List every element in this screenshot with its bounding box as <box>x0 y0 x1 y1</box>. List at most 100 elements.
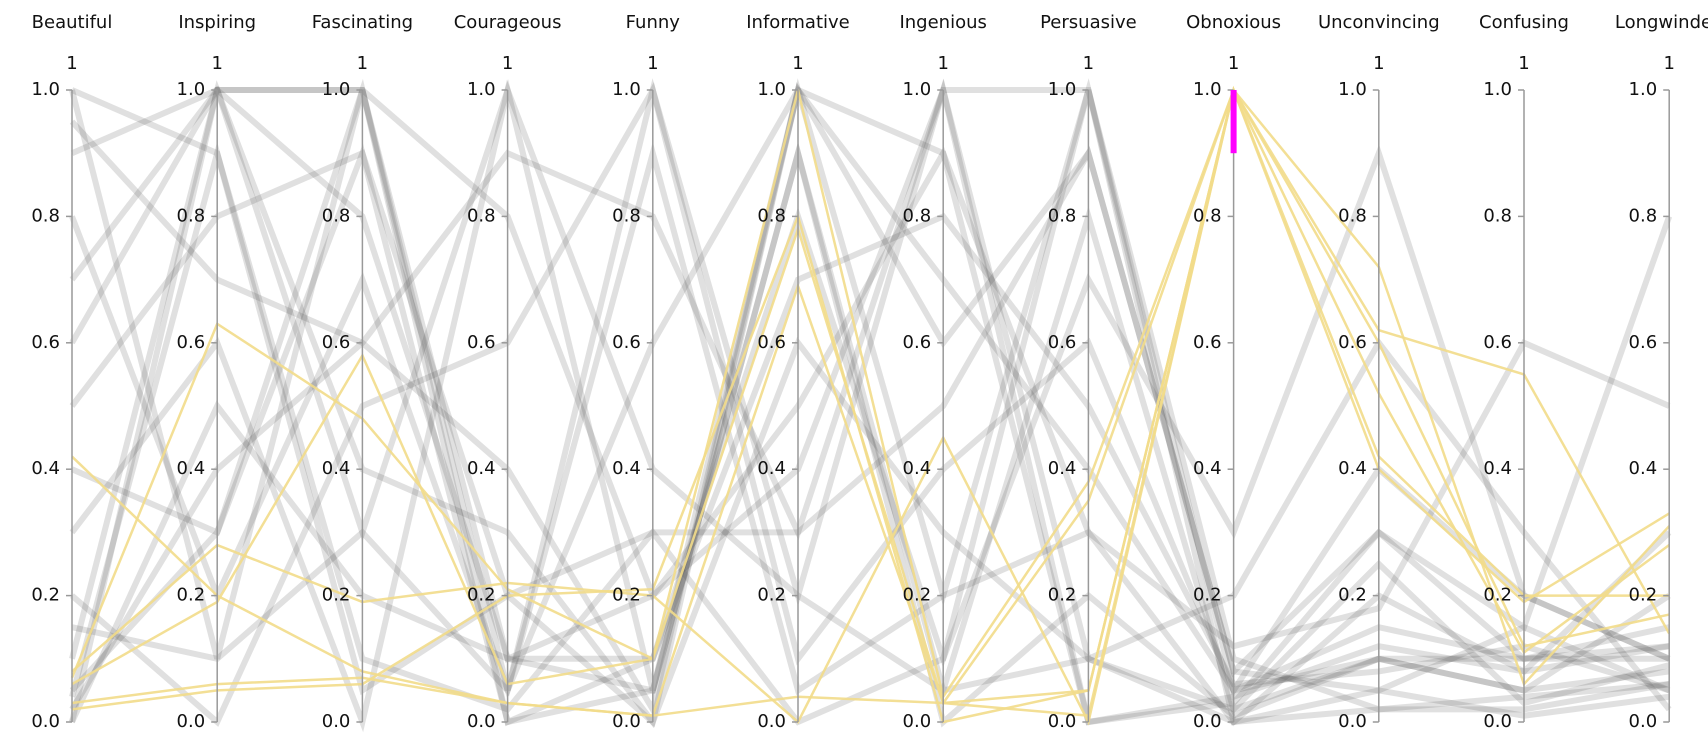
y-tick-label: 0.0 <box>1193 711 1222 732</box>
y-tick-label: 0.2 <box>1483 585 1512 606</box>
dimension-count: 1 <box>1663 53 1674 74</box>
y-tick-label: 0.8 <box>1483 205 1512 226</box>
y-tick-label: 1.0 <box>177 79 206 100</box>
highlighted-line <box>71 85 1670 718</box>
dimension-count: 1 <box>1083 53 1094 74</box>
y-tick-label: 0.8 <box>1193 205 1222 226</box>
context-line <box>69 83 1670 718</box>
y-tick-label: 1.0 <box>1048 79 1077 100</box>
y-tick-label: 0.0 <box>31 711 60 732</box>
dimension-label: Obnoxious <box>1186 12 1281 33</box>
y-tick-label: 0.6 <box>903 332 932 353</box>
y-tick-label: 0.6 <box>322 332 351 353</box>
y-tick-label: 0.2 <box>1048 585 1077 606</box>
dimension-count: 1 <box>1373 53 1384 74</box>
y-tick-label: 0.6 <box>612 332 641 353</box>
y-tick-label: 0.4 <box>1629 458 1658 479</box>
y-tick-label: 0.8 <box>322 205 351 226</box>
y-tick-label: 0.8 <box>467 205 496 226</box>
y-tick-label: 0.6 <box>757 332 786 353</box>
y-tick-label: 0.2 <box>31 585 60 606</box>
y-tick-label: 0.6 <box>1338 332 1367 353</box>
y-tick-label: 0.6 <box>31 332 60 353</box>
context-line <box>69 85 1671 728</box>
y-tick-label: 0.0 <box>1338 711 1367 732</box>
y-tick-label: 1.0 <box>1629 79 1658 100</box>
context-line <box>70 87 1670 726</box>
context-line <box>70 78 1670 695</box>
y-tick-label: 0.8 <box>1048 205 1077 226</box>
context-line <box>69 81 1671 728</box>
dimension-label: Longwinded <box>1615 12 1708 33</box>
context-line <box>69 80 1672 729</box>
dimension-label: Funny <box>626 12 681 33</box>
y-tick-label: 0.8 <box>757 205 786 226</box>
y-tick-label: 1.0 <box>31 79 60 100</box>
y-tick-label: 0.4 <box>322 458 351 479</box>
highlighted-line <box>71 86 1670 724</box>
y-tick-label: 0.0 <box>1483 711 1512 732</box>
dimension-label: Informative <box>746 12 850 33</box>
context-line <box>69 144 1671 724</box>
dimension-label: Beautiful <box>32 12 113 33</box>
dimension-label: Unconvincing <box>1318 12 1440 33</box>
y-tick-label: 0.4 <box>757 458 786 479</box>
y-tick-label: 0.4 <box>1483 458 1512 479</box>
y-tick-label: 0.0 <box>1629 711 1658 732</box>
y-tick-label: 0.8 <box>31 205 60 226</box>
context-line <box>69 78 1670 726</box>
brush <box>1230 90 1237 154</box>
y-tick-label: 0.4 <box>612 458 641 479</box>
context-line <box>69 87 1670 727</box>
dimension-label: Ingenious <box>899 12 986 33</box>
dimension-count: 1 <box>502 53 513 74</box>
dimension-count: 1 <box>1518 53 1529 74</box>
dimension-label: Courageous <box>454 12 562 33</box>
y-tick-label: 0.6 <box>1193 332 1222 353</box>
y-tick-label: 1.0 <box>757 79 786 100</box>
y-tick-label: 0.2 <box>177 585 206 606</box>
context-line <box>69 78 1670 713</box>
y-tick-label: 0.6 <box>177 332 206 353</box>
context-line <box>69 87 1670 726</box>
y-tick-label: 0.2 <box>1338 585 1367 606</box>
dimension-count: 1 <box>792 53 803 74</box>
y-tick-label: 0.4 <box>1193 458 1222 479</box>
y-tick-label: 0.4 <box>1048 458 1077 479</box>
y-tick-label: 0.0 <box>903 711 932 732</box>
y-tick-label: 0.0 <box>467 711 496 732</box>
dimension-count: 1 <box>647 53 658 74</box>
y-tick-label: 0.8 <box>177 205 206 226</box>
y-tick-label: 1.0 <box>1483 79 1512 100</box>
y-tick-label: 0.8 <box>1629 205 1658 226</box>
dimension-count: 1 <box>66 53 77 74</box>
context-line <box>69 86 1672 726</box>
y-tick-label: 0.4 <box>177 458 206 479</box>
dimension-label: Confusing <box>1479 12 1569 33</box>
y-tick-label: 1.0 <box>322 79 351 100</box>
dimension-label: Persuasive <box>1040 12 1137 33</box>
y-tick-label: 0.2 <box>757 585 786 606</box>
dimension-label: Inspiring <box>178 12 256 33</box>
context-line <box>69 78 1671 727</box>
y-tick-label: 0.0 <box>322 711 351 732</box>
y-tick-label: 0.4 <box>1338 458 1367 479</box>
y-tick-label: 0.4 <box>903 458 932 479</box>
context-line <box>71 141 1671 697</box>
y-tick-label: 1.0 <box>1193 79 1222 100</box>
y-tick-label: 0.8 <box>903 205 932 226</box>
y-tick-label: 0.0 <box>177 711 206 732</box>
highlighted-line <box>71 87 1670 700</box>
y-tick-label: 0.4 <box>467 458 496 479</box>
y-tick-label: 0.0 <box>1048 711 1077 732</box>
y-tick-label: 0.2 <box>1629 585 1658 606</box>
y-tick-label: 0.6 <box>467 332 496 353</box>
dimension-count: 1 <box>937 53 948 74</box>
y-tick-label: 0.6 <box>1629 332 1658 353</box>
dimension-count: 1 <box>211 53 222 74</box>
y-tick-label: 0.0 <box>612 711 641 732</box>
dimension-count: 1 <box>1228 53 1239 74</box>
y-tick-label: 0.2 <box>1193 585 1222 606</box>
y-tick-label: 0.6 <box>1483 332 1512 353</box>
